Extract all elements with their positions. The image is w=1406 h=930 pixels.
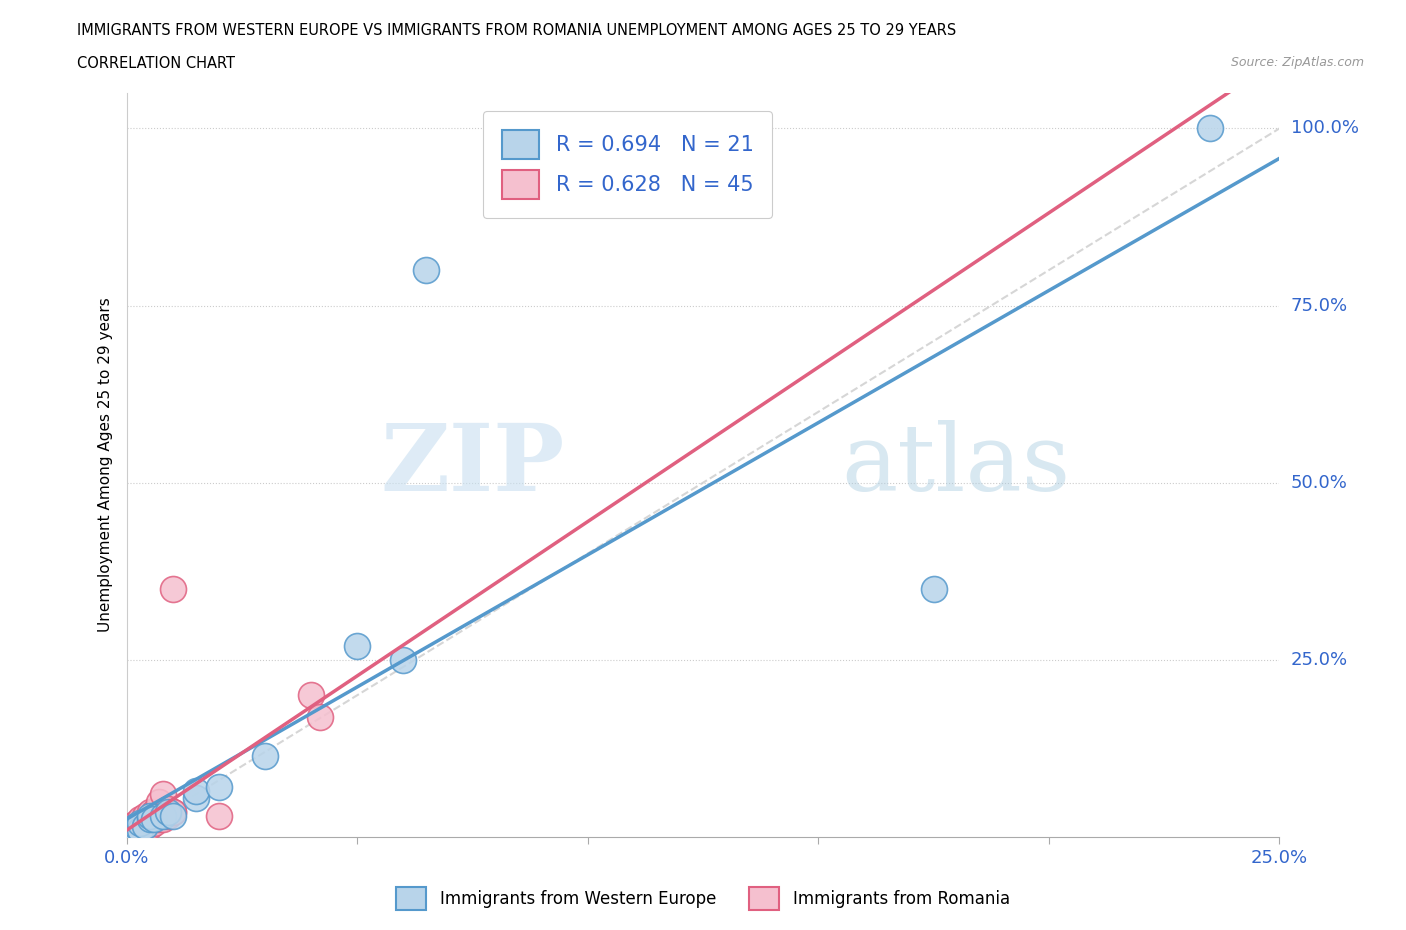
Point xyxy=(129,819,152,834)
Text: IMMIGRANTS FROM WESTERN EUROPE VS IMMIGRANTS FROM ROMANIA UNEMPLOYMENT AMONG AGE: IMMIGRANTS FROM WESTERN EUROPE VS IMMIGR… xyxy=(77,23,956,38)
Point xyxy=(162,808,184,823)
Point xyxy=(392,653,415,668)
Point xyxy=(120,826,142,841)
Point xyxy=(309,709,332,724)
Point xyxy=(125,821,148,836)
Point xyxy=(208,780,231,795)
Point xyxy=(129,822,152,837)
Point xyxy=(125,822,148,837)
Point xyxy=(138,804,160,819)
Point xyxy=(299,688,322,703)
Point xyxy=(129,812,152,827)
Point xyxy=(148,812,170,827)
Legend: R = 0.694   N = 21, R = 0.628   N = 45: R = 0.694 N = 21, R = 0.628 N = 45 xyxy=(482,111,772,218)
Point xyxy=(415,262,437,277)
Point xyxy=(162,804,184,819)
Text: CORRELATION CHART: CORRELATION CHART xyxy=(77,56,235,71)
Point xyxy=(115,821,138,836)
Point xyxy=(120,819,142,834)
Point xyxy=(125,822,148,837)
Point xyxy=(125,816,148,830)
Point xyxy=(162,804,184,819)
Point xyxy=(115,824,138,839)
Text: 25.0%: 25.0% xyxy=(1291,651,1348,669)
Point xyxy=(346,638,368,653)
Point xyxy=(143,816,166,830)
Point xyxy=(129,817,152,831)
Point xyxy=(125,819,148,834)
Point xyxy=(148,808,170,823)
Point xyxy=(138,808,160,823)
Point xyxy=(143,808,166,823)
Point xyxy=(120,821,142,836)
Point xyxy=(120,822,142,837)
Point xyxy=(120,824,142,839)
Point xyxy=(148,794,170,809)
Point xyxy=(138,812,160,827)
Point xyxy=(157,804,180,819)
Point xyxy=(138,812,160,827)
Point xyxy=(152,808,174,823)
Point xyxy=(125,817,148,831)
Point xyxy=(208,808,231,823)
Legend: Immigrants from Western Europe, Immigrants from Romania: Immigrants from Western Europe, Immigran… xyxy=(389,880,1017,917)
Text: 75.0%: 75.0% xyxy=(1291,297,1348,314)
Point xyxy=(134,812,156,827)
Point xyxy=(184,790,207,805)
Point xyxy=(162,581,184,596)
Point xyxy=(138,816,160,830)
Point xyxy=(134,808,156,823)
Text: 100.0%: 100.0% xyxy=(1291,119,1358,138)
Point xyxy=(134,819,156,834)
Point xyxy=(253,748,276,763)
Point xyxy=(152,812,174,827)
Point xyxy=(125,819,148,834)
Point xyxy=(129,816,152,830)
Point xyxy=(1199,121,1222,136)
Text: 50.0%: 50.0% xyxy=(1291,473,1347,492)
Point xyxy=(157,802,180,817)
Text: Source: ZipAtlas.com: Source: ZipAtlas.com xyxy=(1230,56,1364,69)
Point xyxy=(143,812,166,827)
Point xyxy=(143,804,166,819)
Point xyxy=(115,826,138,841)
Point xyxy=(922,581,945,596)
Point xyxy=(134,819,156,834)
Text: atlas: atlas xyxy=(841,420,1070,510)
Y-axis label: Unemployment Among Ages 25 to 29 years: Unemployment Among Ages 25 to 29 years xyxy=(97,298,112,632)
Point xyxy=(152,804,174,819)
Point xyxy=(152,787,174,802)
Point xyxy=(157,808,180,823)
Point xyxy=(138,819,160,834)
Point xyxy=(184,783,207,798)
Point xyxy=(143,812,166,827)
Point xyxy=(129,822,152,837)
Point xyxy=(129,814,152,829)
Point xyxy=(134,816,156,830)
Text: ZIP: ZIP xyxy=(381,420,565,510)
Point xyxy=(115,822,138,837)
Point xyxy=(138,808,160,823)
